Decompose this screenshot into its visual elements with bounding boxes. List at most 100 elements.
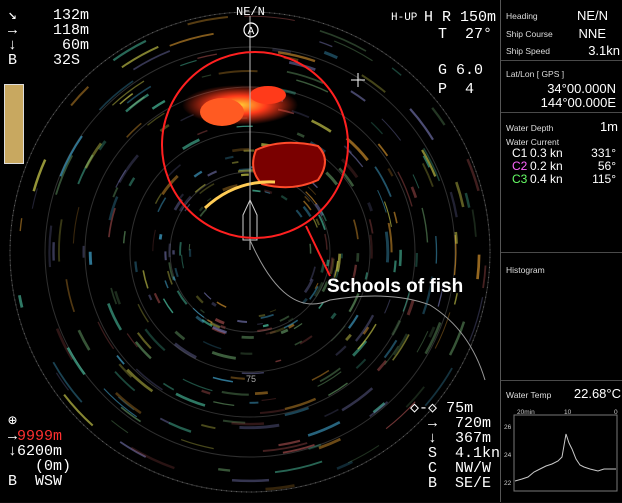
echo-noise-arc [99,81,133,110]
echo-noise-arc [116,170,126,188]
echo-noise-arc [189,244,190,250]
ring-range-label: 75 [246,374,256,384]
readout-row: (0m) [8,459,71,474]
range-readout: H R 150m [424,10,496,25]
echo-noise-arc [325,409,339,416]
temp-label: Water Temp [506,390,551,400]
echo-noise-arc [200,207,203,211]
echo-noise-arc [222,392,249,395]
current-list: C1 0.3 kn 331° C2 0.2 kn 56° C3 0.4 kn 1… [512,147,620,186]
echo-noise-arc [424,148,440,181]
echo-noise-arc [297,134,304,137]
echo-noise-arc [320,31,366,51]
echo-noise-arc [165,281,168,289]
x-tick: 20min [517,409,535,416]
echo-noise-arc [73,207,79,243]
echo-noise-arc [255,393,268,394]
echo-noise-arc [79,330,90,350]
sonar-display[interactable]: A 75 ↘ 132m → 118m ↓ 60m B 32S NE/N H-UP… [0,0,500,502]
echo-noise-arc [221,326,226,328]
bottom-right-readout: ◇-◇ 75m → 720m ↓ 367m S 4.1kn C NW/W B S… [410,401,500,491]
echo-noise-arc [241,175,249,176]
readout-row: B SE/E [410,476,500,491]
echo-noise-arc [111,288,116,304]
echo-noise-arc [213,378,233,382]
echo-noise-arc [175,332,184,340]
echo-noise-arc [204,293,211,300]
readout-row: ↓ 60m [8,38,89,53]
echo-noise-arc [408,300,413,315]
echo-noise-arc [19,295,22,307]
echo-noise-arc [318,372,342,387]
depth-value: 1m [600,119,618,134]
mode-label: H-UP [391,11,417,26]
echo-noise-arc [327,260,328,266]
echo-noise-arc [124,231,125,243]
echo-noise-arc [164,299,173,313]
echo-noise-arc [188,17,228,24]
echo-noise-arc [416,253,417,267]
echo-noise-arc [346,335,351,340]
readout-row: ⊕ [8,414,71,429]
echo-noise-arc [280,316,289,321]
echo-noise-arc [143,270,148,288]
echo-noise-arc [483,266,485,289]
echo-noise-arc [56,155,72,194]
depth-label: Water Depth [506,123,553,133]
echo-noise-arc [456,232,457,244]
track-line [250,240,485,380]
y-tick: 26 [504,424,512,431]
echo-noise-arc [473,210,476,237]
echo-noise-arc [158,198,166,212]
echo-noise-arc [215,319,224,323]
course-label: Ship Course [506,29,553,39]
echo-noise-arc [232,149,249,151]
echo-noise-arc [160,418,169,423]
echo-noise-arc [328,383,347,395]
echo-noise-arc [348,445,379,462]
echo-noise-arc [393,335,409,361]
echo-noise-arc [182,255,184,268]
echo-noise-arc [136,342,151,359]
echo-noise-arc [331,326,345,341]
echo-noise-arc [149,295,151,300]
echo-noise-arc [326,173,337,185]
course-value: NNE [579,26,606,41]
echo-noise-arc [98,322,114,349]
echo-noise-arc [113,188,117,198]
echo-noise-arc [316,219,319,225]
current-name: C3 [512,173,530,186]
echo-noise-arc [370,219,373,233]
echo-noise-arc [176,394,205,406]
temperature-chart: 20min 10 0 26 24 22 [504,409,620,493]
echo-noise-arc [197,296,203,303]
echo-noise-arc [456,182,463,207]
echo-noise-arc [296,210,301,217]
echo-noise-arc [347,138,368,160]
schools-of-fish-annotation: Schools of fish [327,276,463,298]
echo-noise-arc [232,480,269,481]
echo-noise-arc [197,131,207,135]
echo-noise-arc [180,194,183,198]
echo-noise-arc [394,261,395,273]
histogram-box: Histogram [501,252,622,381]
readout-row: ↓ 367m [410,431,500,446]
echo-noise-arc [422,150,435,177]
echo-noise-arc [133,51,169,70]
echo-noise-arc [412,187,416,198]
echo-noise-arc [375,167,391,197]
echo-noise-arc [232,423,265,424]
histogram-label: Histogram [506,265,545,275]
echo-noise-arc [238,171,255,172]
echo-noise-arc [131,448,174,468]
readout-row: →9999m [8,429,71,444]
temperature-box: Water Temp 22.68°C 20min 10 0 26 24 22 [501,380,622,503]
echo-noise-arc [212,303,216,306]
echo-noise-arc [119,155,138,182]
readout-row: S 4.1kn [410,446,500,461]
echo-noise-arc [422,208,427,243]
echo-noise-arc [56,373,68,391]
echo-noise-arc [336,346,346,355]
current-row: C3 0.4 kn 115° [512,173,620,186]
echo-noise-arc [310,267,315,281]
